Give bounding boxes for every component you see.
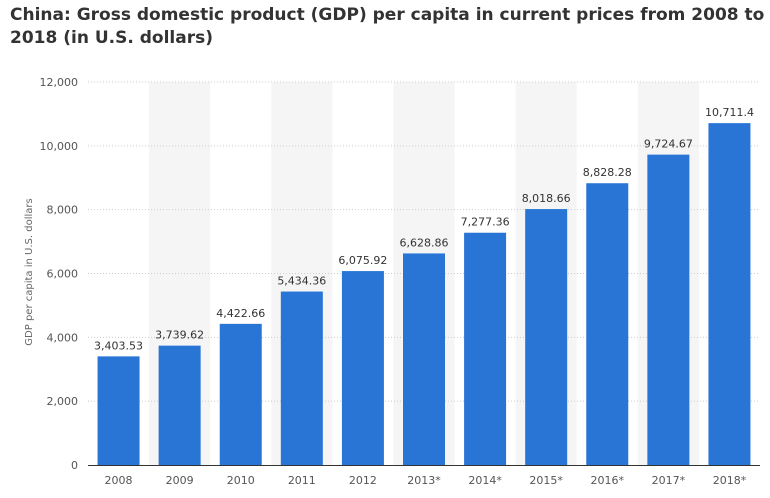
bar — [525, 209, 568, 465]
y-tick-label: 0 — [71, 459, 78, 472]
x-tick-label: 2017* — [652, 474, 686, 487]
x-tick-label: 2011 — [288, 474, 316, 487]
x-tick-label: 2014* — [468, 474, 502, 487]
bar — [708, 123, 751, 466]
y-tick-label: 10,000 — [40, 140, 79, 153]
data-label: 10,711.4 — [705, 106, 754, 119]
data-label: 7,277.36 — [461, 216, 510, 229]
data-label: 4,422.66 — [216, 307, 265, 320]
x-tick-label: 2018* — [713, 474, 747, 487]
bar — [280, 291, 323, 465]
bar — [647, 154, 690, 465]
x-tick-label: 2013* — [407, 474, 441, 487]
bar — [97, 356, 140, 465]
data-label: 8,828.28 — [583, 166, 632, 179]
x-axis-ticks: 2008 2009 2010 2011 2012 2013* 2014* 2015* 2016*… — [105, 474, 747, 487]
x-tick-label: 2016* — [591, 474, 625, 487]
x-tick-label: 2009 — [166, 474, 194, 487]
data-label: 3,403.53 — [94, 339, 143, 352]
data-label: 5,434.36 — [277, 275, 326, 288]
data-labels: 3,403.53 3,739.62 4,422.66 5,434.36 6,075.92… — [94, 106, 754, 352]
x-tick-label: 2012 — [349, 474, 377, 487]
bar — [219, 323, 262, 465]
bars — [97, 123, 751, 466]
y-tick-label: 2,000 — [47, 395, 79, 408]
bar — [586, 183, 629, 466]
bar — [158, 345, 201, 465]
x-tick-label: 2010 — [227, 474, 255, 487]
chart-title: China: Gross domestic product (GDP) per … — [10, 5, 765, 48]
data-label: 8,018.66 — [522, 192, 571, 205]
y-axis-label: GDP per capita in U.S. dollars — [24, 198, 35, 345]
data-label: 6,628.86 — [400, 236, 449, 249]
y-axis-ticks: 0 2,000 4,000 6,000 8,000 10,000 12,000 — [40, 76, 79, 472]
data-label: 6,075.92 — [338, 254, 387, 267]
bar — [341, 271, 384, 465]
y-tick-label: 6,000 — [47, 268, 79, 281]
x-tick-label: 2015* — [529, 474, 563, 487]
data-label: 3,739.62 — [155, 329, 204, 342]
bar — [464, 232, 507, 465]
y-tick-label: 8,000 — [47, 204, 79, 217]
bar — [403, 253, 445, 465]
data-label: 9,724.67 — [644, 138, 693, 151]
y-tick-label: 4,000 — [47, 331, 79, 344]
y-tick-label: 12,000 — [40, 76, 79, 89]
x-tick-label: 2008 — [105, 474, 133, 487]
